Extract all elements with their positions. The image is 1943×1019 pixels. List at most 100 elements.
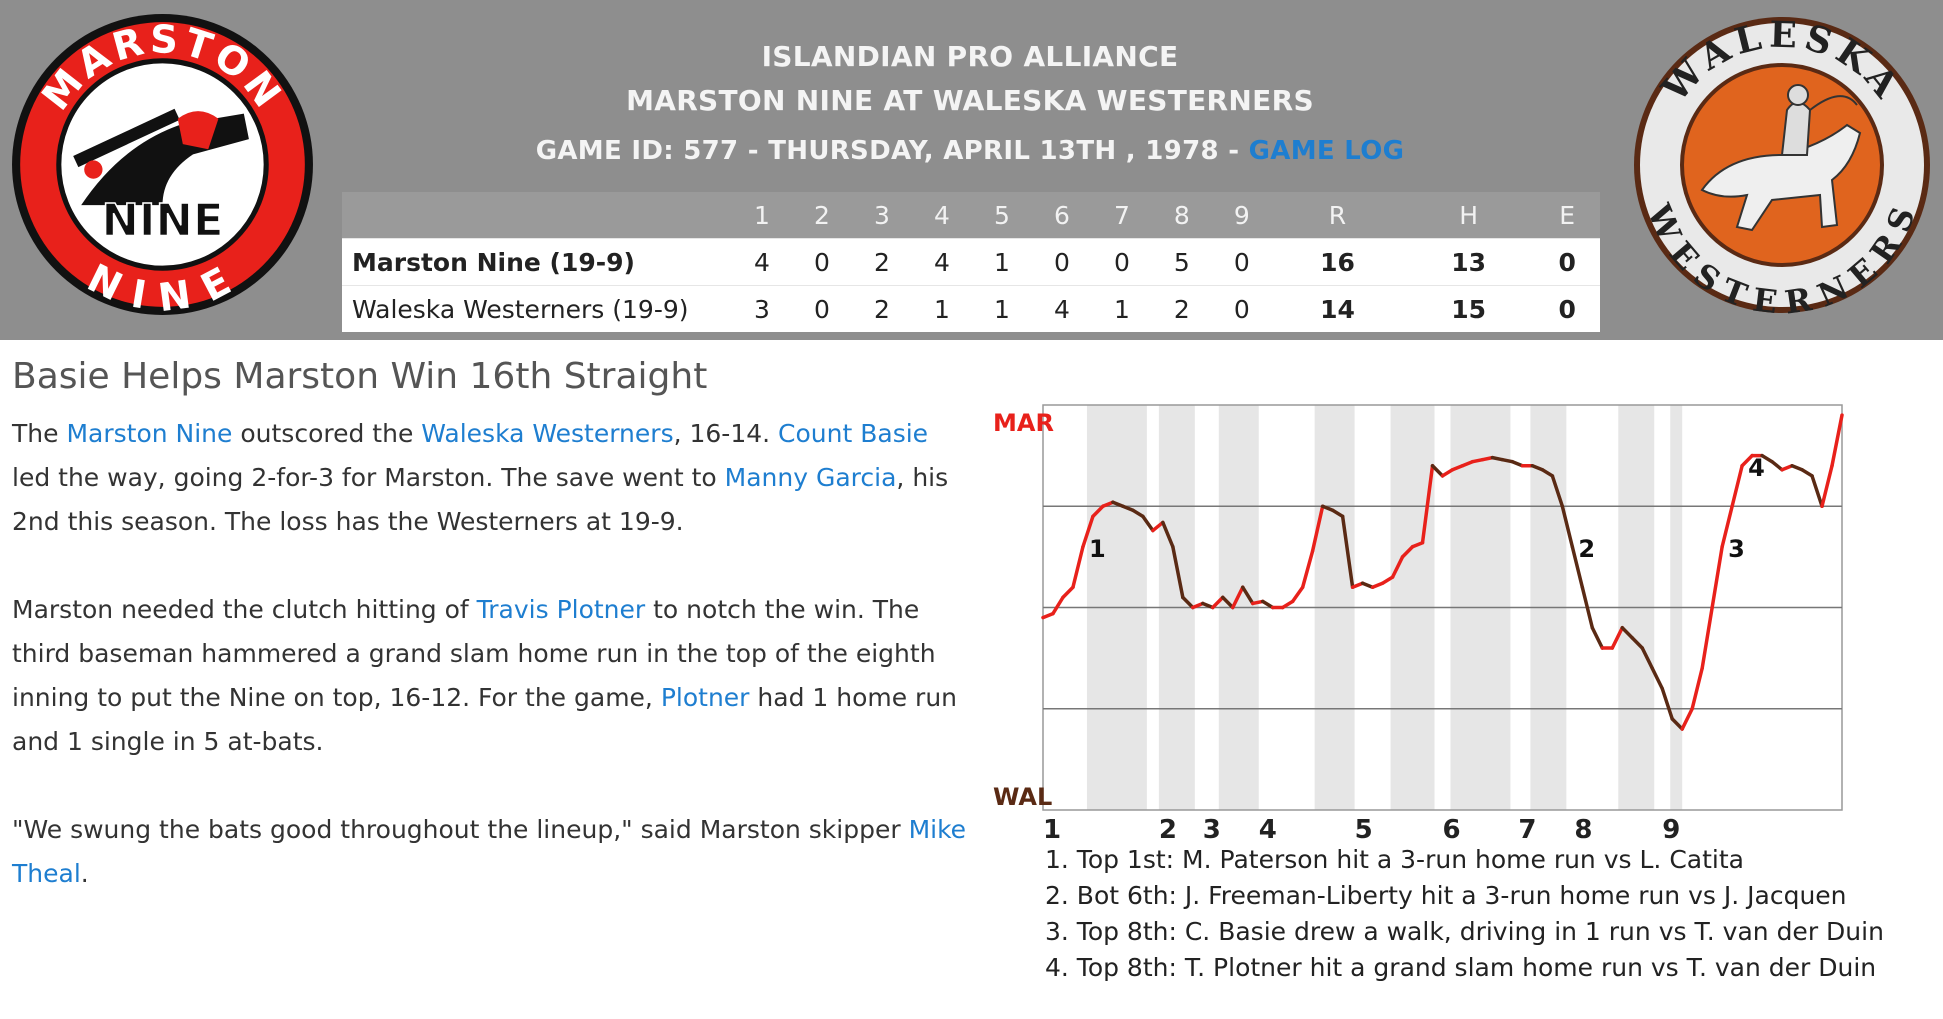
win-prob-segment [1290,585,1305,604]
win-prob-segment [1300,549,1315,589]
win-prob-segment [1720,504,1734,549]
line-score-header-8: 8 [1151,192,1212,239]
player-link-count-basie[interactable]: Count Basie [778,419,929,448]
win-prob-segment [1380,575,1395,585]
win-prob-segment [1181,595,1195,610]
article-paragraph: The Marston Nine outscored the Waleska W… [12,412,972,544]
win-prob-segment [1260,599,1275,610]
win-prob-segment [1161,520,1175,549]
win-prob-segment [1091,504,1105,519]
win-prob-segment [1171,545,1185,600]
win-prob-segment [1560,504,1575,549]
inning-label: 2 [1159,815,1177,845]
text-span: , 16-14. [673,419,779,448]
win-prob-segment [1051,595,1065,616]
player-link-plotner[interactable]: Plotner [660,683,750,712]
win-prob-segment [1071,545,1085,589]
logo-center-text: NINE [101,194,223,247]
text-span: Marston needed the clutch hitting of [12,595,477,624]
win-prob-segment [1830,413,1844,468]
line-score-header-5: 5 [971,192,1032,239]
event-marker: 4 [1748,454,1765,482]
win-prob-segment [1420,464,1435,545]
chart-note: 1. Top 1st: M. Paterson hit a 3-run home… [1045,845,1744,874]
text-span: , his 2nd this season. The loss has the … [12,463,949,536]
total-h: 15 [1403,285,1535,332]
line-score-header-4: 4 [911,192,972,239]
text-span: "We swung the bats good throughout the l… [12,815,909,844]
line-score-header-6: 6 [1031,192,1092,239]
player-link-manny-garcia[interactable]: Manny Garcia [724,463,897,492]
win-prob-segment [1460,459,1475,468]
inning-score: 2 [851,238,912,286]
win-prob-segment [1041,611,1055,620]
line-score-header-9: 9 [1211,192,1272,239]
text-span: to notch the win. The third baseman hamm… [12,595,936,712]
total-e: 0 [1534,285,1600,332]
win-prob-segment [1820,464,1834,508]
win-prob-segment [1280,599,1295,610]
inning-score: 0 [791,238,852,286]
inning-score: 0 [1091,238,1152,286]
line-score-header-r: R [1271,192,1404,239]
matchup-title: MARSTON NINE AT WALESKA WESTERNERS [626,84,1314,117]
win-prob-segment [1700,605,1714,670]
waleska-westerners-logo: WALESKA WESTERNERS [1634,15,1930,315]
line-score-header-h: H [1403,192,1535,239]
win-prob-segment [1221,595,1235,610]
text-span: . [80,859,89,888]
event-marker: 3 [1728,535,1745,563]
text-span: had 1 home run and 1 single in 5 at-bats… [12,683,958,756]
line-score-header-7: 7 [1091,192,1152,239]
win-prob-segment [1530,464,1545,472]
win-prob-segment [1211,595,1225,610]
team-name[interactable]: Marston Nine (19-9) [342,238,732,286]
event-marker: 2 [1578,535,1595,563]
win-prob-segment [1790,464,1804,472]
total-r: 16 [1271,238,1404,286]
inning-label: 8 [1574,815,1592,845]
win-prob-segment [1360,581,1375,589]
line-score-row-home: Waleska Westerners (19-9) 3 0 2 1 1 4 1 2 0 14 15 0 [342,285,1600,332]
game-info: GAME ID: 577 - THURSDAY, APRIL 13TH , 19… [340,136,1600,166]
win-prob-segment [1400,545,1415,559]
inning-score: 2 [851,285,912,332]
win-prob-segment [1570,545,1585,589]
inning-score: 1 [911,285,972,332]
win-prob-segment [1350,581,1365,589]
win-prob-segment [1810,474,1824,508]
chart-note: 2. Bot 6th: J. Freeman-Liberty hit a 3-r… [1045,881,1847,910]
win-prob-segment [1390,555,1405,579]
win-prob-segment [1730,464,1744,508]
total-e: 0 [1534,238,1600,286]
chart-note: 4. Top 8th: T. Plotner hit a grand slam … [1045,953,1877,982]
player-link-travis-plotner[interactable]: Travis Plotner [476,595,646,624]
win-prob-segment [1310,504,1325,553]
inning-label: 4 [1259,815,1277,845]
team-link-marston-nine[interactable]: Marston Nine [66,419,233,448]
win-prob-segment [1061,585,1075,600]
team-label-bottom: WAL [993,783,1052,811]
event-marker: 1 [1089,535,1106,563]
win-prob-segment [1370,581,1385,589]
inning-score: 1 [1091,285,1152,332]
team-link-waleska-westerners[interactable]: Waleska Westerners [421,419,674,448]
win-prob-segment [1510,459,1525,468]
text-span: led the way, going 2-for-3 for Marston. … [12,463,725,492]
total-r: 14 [1271,285,1404,332]
line-score-header-e: E [1534,192,1600,239]
total-h: 13 [1403,238,1535,286]
text-span: The [12,419,67,448]
line-score-header-1: 1 [732,192,792,239]
win-prob-segment [1780,464,1794,472]
manager-link-mike-theal[interactable]: Mike Theal [12,815,967,888]
win-prob-segment [1340,514,1355,589]
team-name[interactable]: Waleska Westerners (19-9) [342,285,732,332]
game-log-link[interactable]: GAME LOG [1248,136,1405,166]
win-prob-segment [1241,585,1255,606]
inning-label: 6 [1443,815,1461,845]
win-prob-segment [1131,508,1145,519]
article-paragraph: "We swung the bats good throughout the l… [12,808,972,896]
line-score-row-away: Marston Nine (19-9) 4 0 2 4 1 0 0 5 0 16 13 0 [342,238,1600,286]
